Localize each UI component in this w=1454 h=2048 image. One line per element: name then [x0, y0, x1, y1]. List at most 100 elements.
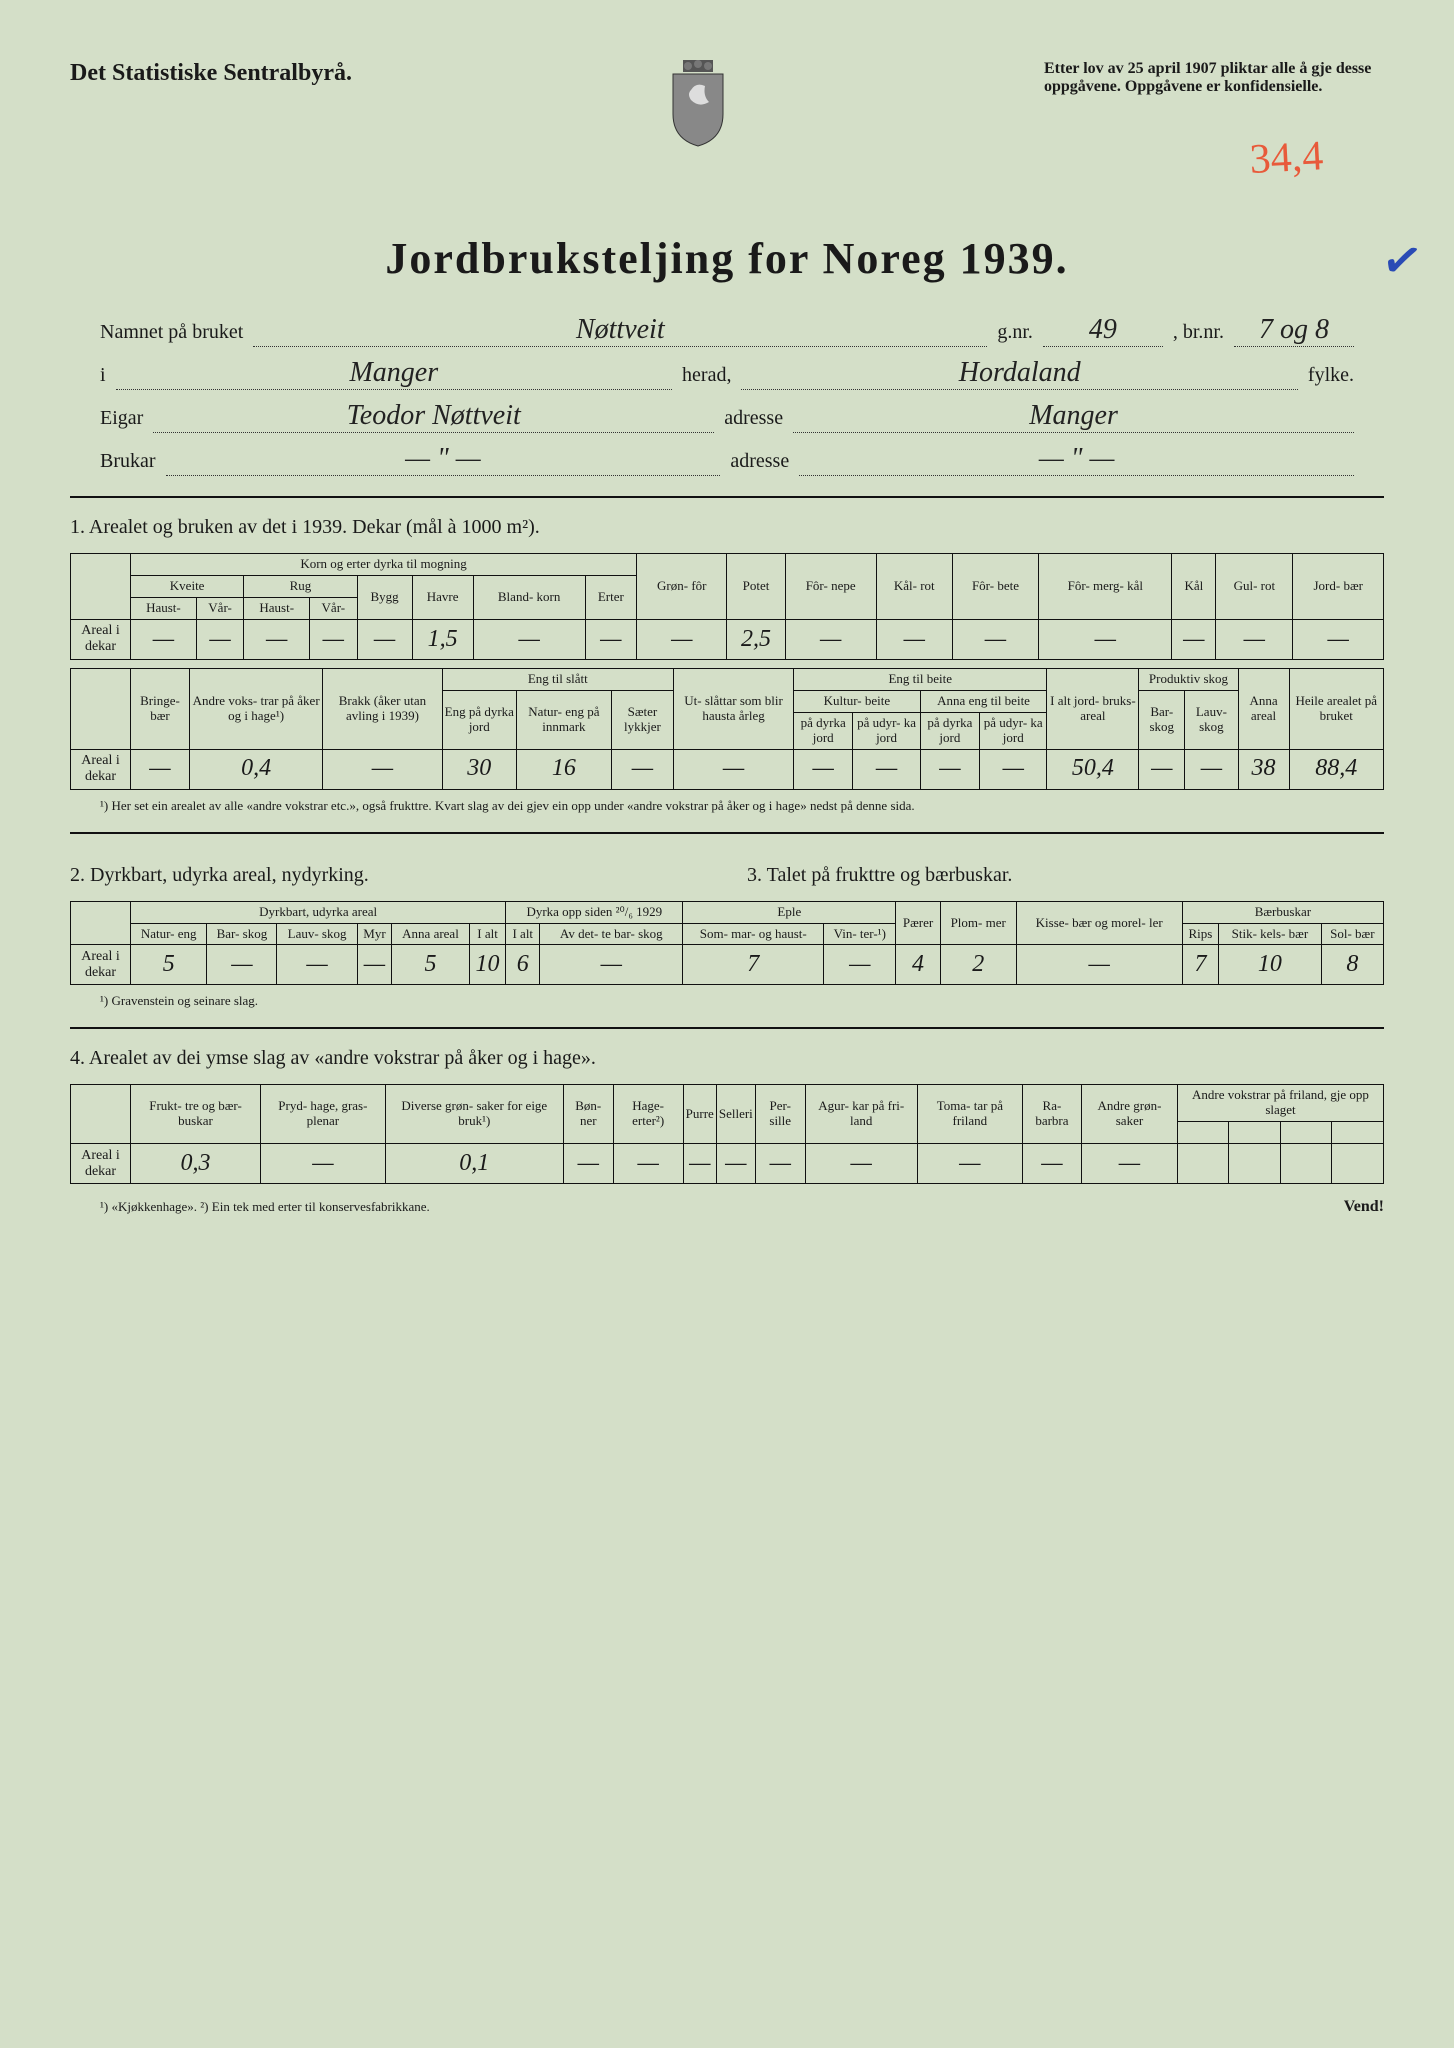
- h-purre: Purre: [683, 1085, 716, 1144]
- cell-value[interactable]: —: [1293, 619, 1384, 659]
- cell-value[interactable]: [1177, 1144, 1228, 1184]
- cell-value[interactable]: [1229, 1144, 1280, 1184]
- cell-value[interactable]: 88,4: [1289, 749, 1383, 789]
- coat-of-arms-icon: [638, 60, 758, 155]
- cell-value[interactable]: —: [1022, 1144, 1081, 1184]
- cell-value[interactable]: —: [1172, 619, 1216, 659]
- cell-value[interactable]: —: [805, 1144, 917, 1184]
- cell-value[interactable]: —: [1216, 619, 1293, 659]
- field-adresse-eigar[interactable]: Manger: [793, 400, 1354, 433]
- cell-value[interactable]: [1332, 1144, 1384, 1184]
- field-bruket[interactable]: Nøttveit: [253, 314, 987, 347]
- cell-value[interactable]: 8: [1321, 945, 1383, 985]
- cell-value[interactable]: —: [357, 945, 391, 985]
- legal-notice: Etter lov av 25 april 1907 pliktar alle …: [1044, 60, 1384, 96]
- g-dyrkaopp: Dyrka opp siden ²⁰/₆ 1929: [506, 901, 683, 923]
- cell-value[interactable]: —: [207, 945, 277, 985]
- row-label: Areal i dekar: [71, 945, 131, 985]
- h-kalrot: Kål- rot: [876, 554, 952, 620]
- h-natureng: Natur- eng på innmark: [517, 690, 612, 749]
- cell-value[interactable]: 16: [517, 749, 612, 789]
- cell-value[interactable]: —: [244, 619, 310, 659]
- g-baerbuskar: Bærbuskar: [1182, 901, 1383, 923]
- cell-value[interactable]: —: [1081, 1144, 1177, 1184]
- cell-value[interactable]: —: [473, 619, 585, 659]
- field-brnr[interactable]: 7 og 8: [1234, 314, 1354, 347]
- field-brukar[interactable]: — " —: [166, 443, 721, 476]
- cell-value[interactable]: —: [755, 1144, 805, 1184]
- cell-value[interactable]: 50,4: [1047, 749, 1139, 789]
- cell-value[interactable]: —: [563, 1144, 613, 1184]
- cell-value[interactable]: —: [1139, 749, 1185, 789]
- h-natureng: Natur- eng: [131, 923, 207, 945]
- cell-value[interactable]: —: [131, 749, 190, 789]
- cell-value[interactable]: —: [853, 749, 920, 789]
- cell-value[interactable]: —: [980, 749, 1047, 789]
- h-av3: [1280, 1122, 1331, 1144]
- label-brukar: Brukar: [100, 450, 156, 473]
- cell-value[interactable]: —: [794, 749, 853, 789]
- cell-value[interactable]: —: [540, 945, 683, 985]
- cell-value[interactable]: —: [917, 1144, 1022, 1184]
- h-kb-dyrka: på dyrka jord: [794, 712, 853, 749]
- cell-value[interactable]: 7: [1182, 945, 1218, 985]
- cell-value[interactable]: —: [920, 749, 979, 789]
- h-saeter: Sæter lykkjer: [611, 690, 673, 749]
- g-engbeite: Eng til beite: [794, 668, 1047, 690]
- cell-value[interactable]: —: [323, 749, 442, 789]
- section2-3-table: Dyrkbart, udyrka areal Dyrka opp siden ²…: [70, 901, 1384, 986]
- cell-value[interactable]: 5: [131, 945, 207, 985]
- cell-value[interactable]: —: [585, 619, 636, 659]
- cell-value[interactable]: 10: [469, 945, 505, 985]
- cell-value[interactable]: 38: [1238, 749, 1289, 789]
- h-potet: Potet: [727, 554, 785, 620]
- field-adresse-brukar[interactable]: — " —: [799, 443, 1354, 476]
- cell-value[interactable]: —: [824, 945, 896, 985]
- h-annaengbeite: Anna eng til beite: [920, 690, 1047, 712]
- field-gnr[interactable]: 49: [1043, 314, 1163, 347]
- cell-value[interactable]: —: [952, 619, 1038, 659]
- h-jordbaer: Jord- bær: [1293, 554, 1384, 620]
- cell-value[interactable]: 5: [392, 945, 470, 985]
- cell-value[interactable]: [1280, 1144, 1331, 1184]
- cell-value[interactable]: —: [357, 619, 412, 659]
- label-fylke: fylke.: [1308, 364, 1354, 387]
- cell-value[interactable]: —: [1185, 749, 1238, 789]
- field-herad-name[interactable]: Manger: [116, 357, 672, 390]
- cell-value[interactable]: 2: [940, 945, 1016, 985]
- field-eigar[interactable]: Teodor Nøttveit: [153, 400, 714, 433]
- cell-value[interactable]: —: [277, 945, 357, 985]
- cell-value[interactable]: —: [674, 749, 794, 789]
- h-kveite: Kveite: [131, 575, 244, 597]
- cell-value[interactable]: 10: [1219, 945, 1322, 985]
- cell-value[interactable]: 7: [683, 945, 824, 985]
- cell-value[interactable]: 6: [506, 945, 540, 985]
- cell-value[interactable]: 30: [442, 749, 516, 789]
- h-stikkels: Stik- kels- bær: [1219, 923, 1322, 945]
- cell-value[interactable]: 0,3: [131, 1144, 261, 1184]
- cell-value[interactable]: —: [683, 1144, 716, 1184]
- cell-value[interactable]: —: [611, 749, 673, 789]
- section2-title: 2. Dyrkbart, udyrka areal, nydyrking.: [70, 864, 707, 887]
- cell-value[interactable]: —: [131, 619, 197, 659]
- cell-value[interactable]: —: [637, 619, 727, 659]
- cell-value[interactable]: 1,5: [412, 619, 473, 659]
- cell-value[interactable]: —: [310, 619, 357, 659]
- h-bringebaer: Bringe- bær: [131, 668, 190, 749]
- cell-value[interactable]: —: [785, 619, 876, 659]
- cell-value[interactable]: 0,4: [189, 749, 322, 789]
- cell-value[interactable]: —: [261, 1144, 386, 1184]
- cell-value[interactable]: —: [876, 619, 952, 659]
- cell-value[interactable]: 2,5: [727, 619, 785, 659]
- cell-value[interactable]: —: [196, 619, 243, 659]
- cell-value[interactable]: 0,1: [385, 1144, 563, 1184]
- h-barskog: Bar- skog: [207, 923, 277, 945]
- cell-value[interactable]: —: [716, 1144, 755, 1184]
- field-fylke[interactable]: Hordaland: [741, 357, 1297, 390]
- h-ialt2: I alt: [506, 923, 540, 945]
- h-lauvskog: Lauv- skog: [277, 923, 357, 945]
- cell-value[interactable]: —: [1016, 945, 1182, 985]
- cell-value[interactable]: —: [613, 1144, 683, 1184]
- cell-value[interactable]: —: [1039, 619, 1172, 659]
- cell-value[interactable]: 4: [896, 945, 940, 985]
